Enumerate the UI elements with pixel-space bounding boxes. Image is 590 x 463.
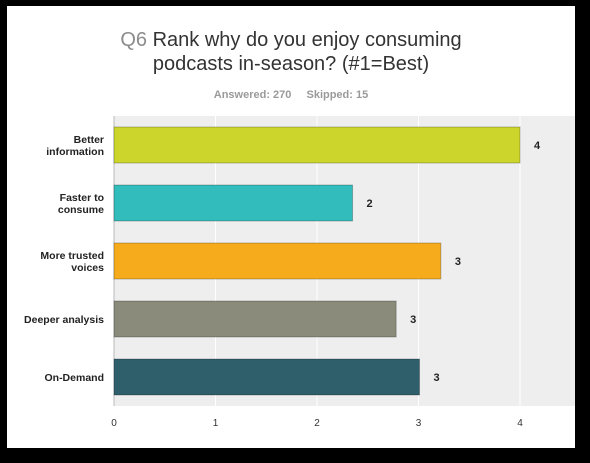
x-tick-label: 2 (314, 418, 320, 429)
data-label: 3 (410, 314, 416, 326)
bar (113, 300, 397, 338)
title-line-2: podcasts in-season? (#1=Best) (152, 53, 430, 75)
data-label: 3 (455, 256, 461, 268)
bar (113, 126, 521, 164)
x-tick-label: 3 (416, 418, 422, 429)
x-tick-label: 0 (111, 418, 117, 429)
category-label: Better (74, 134, 104, 146)
category-label: consume (58, 204, 104, 216)
category-label: More trusted (40, 250, 104, 262)
data-label: 2 (367, 198, 373, 210)
x-tick-label: 1 (213, 418, 219, 429)
question-number: Q6 (120, 29, 148, 51)
skipped-count: Skipped: 15 (306, 89, 369, 101)
frame-shadow (575, 12, 587, 456)
bar (113, 242, 442, 280)
category-label: information (46, 146, 104, 158)
bar (113, 358, 421, 396)
category-label: On-Demand (44, 372, 104, 384)
title-line-1: Rank why do you enjoy consuming (152, 29, 462, 51)
answered-count: Answered: 270 (213, 89, 292, 101)
response-stats: Answered: 270 Skipped: 15 (7, 89, 575, 101)
bar (113, 184, 354, 222)
category-label: Deeper analysis (24, 314, 104, 326)
data-label: 4 (534, 140, 541, 152)
x-tick-label: 4 (517, 418, 523, 429)
data-label: 3 (434, 372, 440, 384)
chart-panel: Q6 Rank why do you enjoy consuming podca… (7, 6, 575, 448)
category-label: voices (71, 262, 104, 274)
chart-title: Q6 Rank why do you enjoy consuming podca… (7, 28, 575, 76)
category-label: Faster to (60, 192, 104, 204)
